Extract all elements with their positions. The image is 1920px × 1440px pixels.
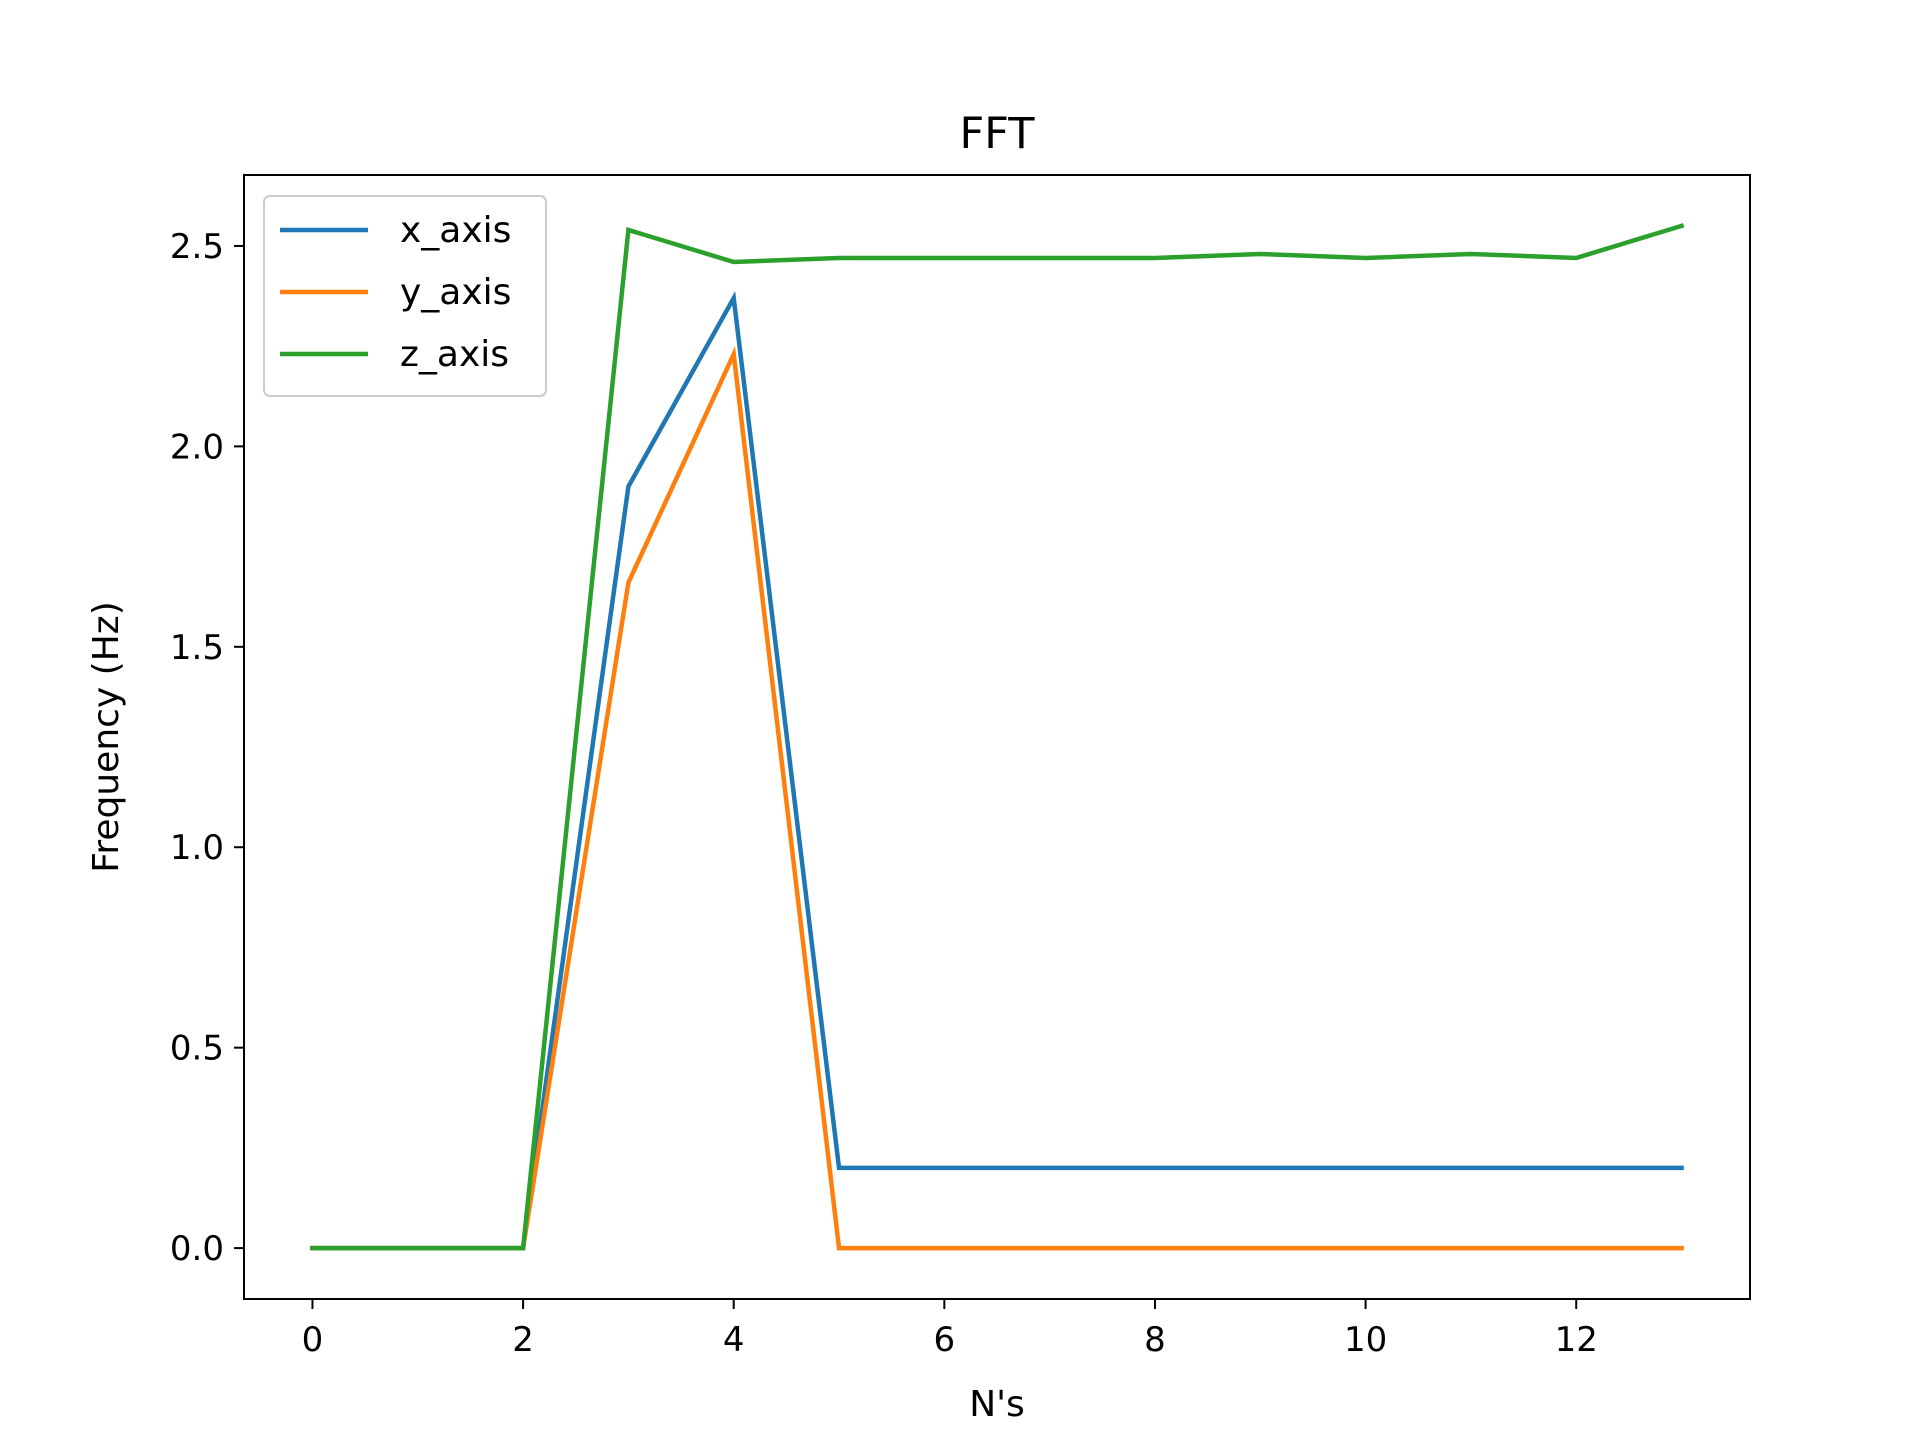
legend-label: z_axis [400,334,509,375]
y-tick-label: 0.0 [170,1229,224,1269]
legend-label: x_axis [400,210,511,251]
y-tick-label: 2.5 [170,227,224,267]
plot-area-frame [243,174,1751,1300]
x-tick-label: 10 [1344,1320,1387,1360]
y-tick-label: 1.0 [170,828,224,868]
x-tick-label: 12 [1555,1320,1598,1360]
x-axis-ticks: 0 2 4 6 8 10 12 [302,1299,1598,1360]
x-tick-label: 6 [934,1320,956,1360]
y-axis-label: Frequency (Hz) [86,601,127,872]
series-line-x-axis [310,290,1684,1251]
x-tick-label: 4 [723,1320,745,1360]
legend: x_axis y_axis z_axis [263,195,547,397]
legend-box [263,195,547,397]
y-tick-label: 2.0 [170,427,224,467]
x-tick-label: 2 [512,1320,534,1360]
x-axis-label: N's [969,1384,1025,1425]
chart-title: FFT [960,109,1036,159]
y-tick-label: 1.5 [170,628,224,668]
series-line-y-axis [310,345,1684,1251]
legend-label: y_axis [400,272,511,313]
series-line-z-axis [310,223,1685,1251]
y-axis-ticks: 0.0 0.5 1.0 1.5 2.0 2.5 [170,227,244,1269]
y-tick-label: 0.5 [170,1029,224,1069]
x-tick-label: 8 [1144,1320,1166,1360]
x-tick-label: 0 [302,1320,324,1360]
series-layer [310,223,1685,1251]
